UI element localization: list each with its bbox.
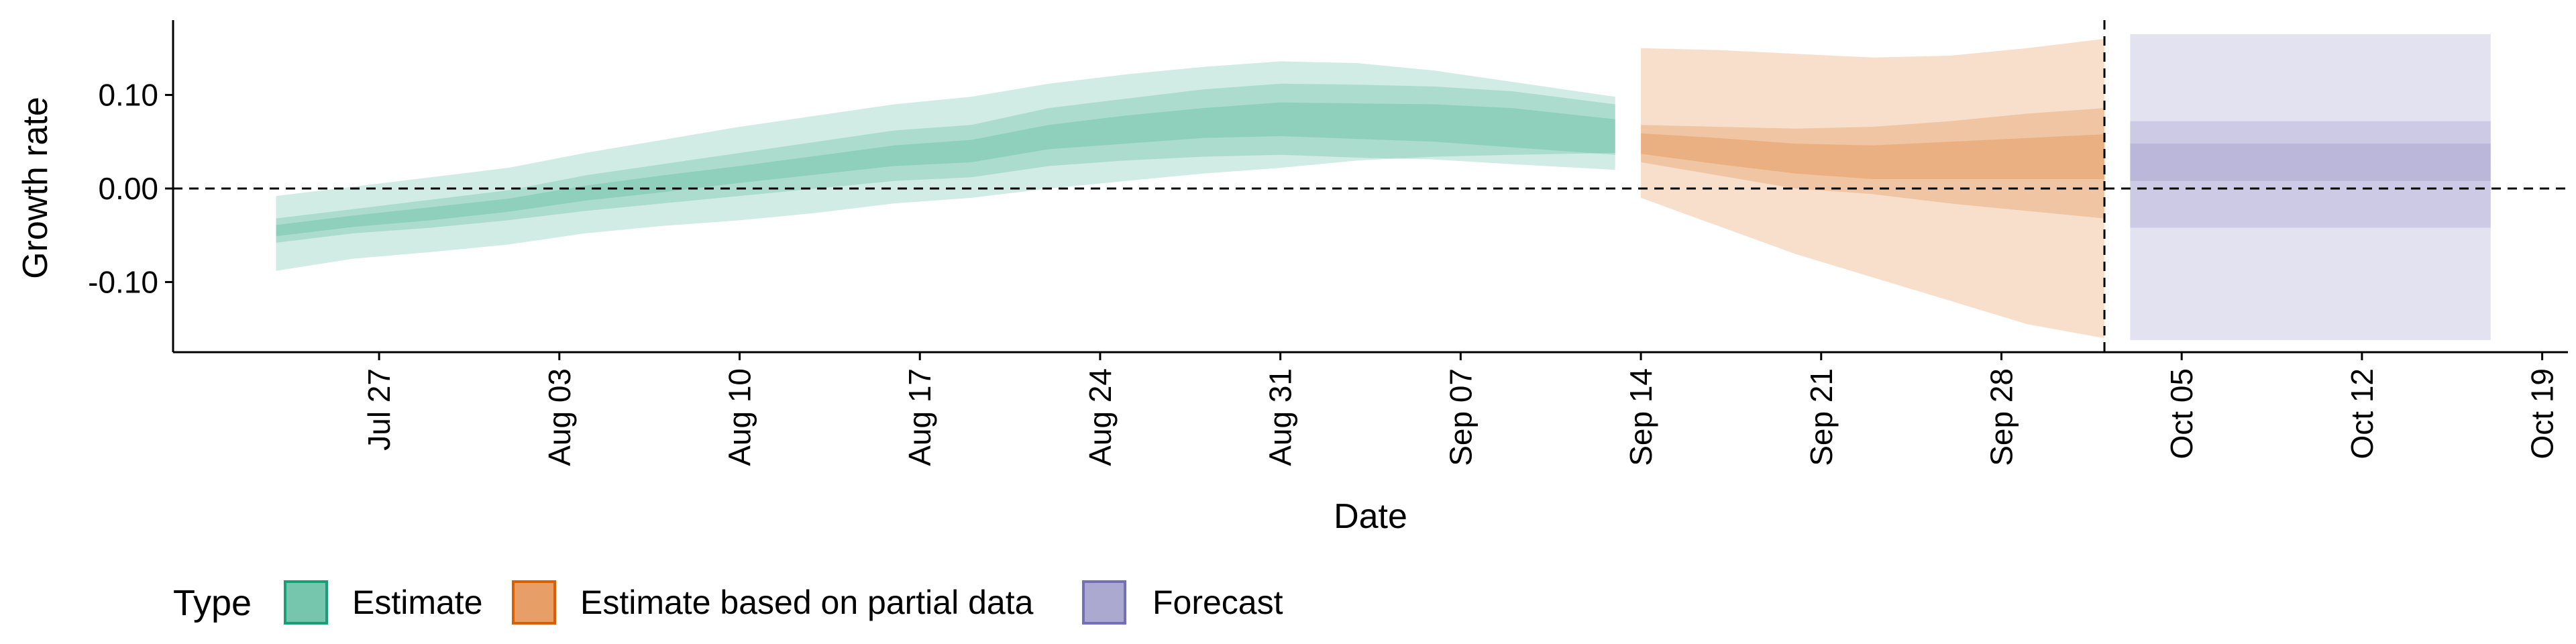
estimate-ci20-band <box>276 102 1615 237</box>
y-tick-label: 0.10 <box>98 78 158 113</box>
x-tick-label: Sep 07 <box>1443 368 1478 466</box>
y-tick-label: 0.00 <box>98 171 158 206</box>
estimate-ci90-band <box>276 61 1615 271</box>
forecast-ci20-band <box>2130 144 2491 181</box>
x-tick-label: Aug 10 <box>722 368 757 466</box>
y-tick-label: -0.10 <box>88 264 158 299</box>
estimate-based-on-partial-data-ci20-band <box>1641 133 2104 179</box>
x-tick-label: Sep 28 <box>1984 368 2019 466</box>
x-tick-label: Oct 05 <box>2164 368 2199 460</box>
estimate-based-on-partial-data-ci50-band <box>1641 108 2104 219</box>
x-tick-label: Jul 27 <box>362 368 396 451</box>
legend-label-forecast: Forecast <box>1152 584 1283 621</box>
legend-label-estimate-based-on-partial-data: Estimate based on partial data <box>580 584 1034 621</box>
estimate-ci50-band <box>276 83 1615 243</box>
x-tick-label: Sep 14 <box>1623 368 1658 466</box>
y-ticks: 0.10 0.00 -0.10 <box>88 78 173 299</box>
legend: Type Estimate Estimate based on partial d… <box>173 580 1283 625</box>
x-ticks: Jul 27 Aug 03 Aug 10 Aug 17 Aug 24 Aug 31 Sep … <box>362 352 2560 466</box>
x-tick-label: Aug 24 <box>1083 368 1118 466</box>
legend-swatch-estimate-based-on-partial-data <box>512 580 556 625</box>
x-axis-title: Date <box>1334 497 1407 536</box>
axes <box>172 20 2568 354</box>
y-axis-title: Growth rate <box>16 97 55 279</box>
x-tick-label: Sep 21 <box>1804 368 1839 466</box>
x-tick-label: Oct 12 <box>2345 368 2379 460</box>
forecast-ci90-band <box>2130 34 2491 340</box>
legend-label-estimate: Estimate <box>352 584 483 621</box>
x-tick-label: Aug 17 <box>902 368 937 466</box>
x-tick-label: Oct 19 <box>2525 368 2560 460</box>
forecast-ci50-band <box>2130 121 2491 228</box>
legend-swatch-forecast <box>1082 580 1126 625</box>
x-tick-label: Aug 03 <box>542 368 577 466</box>
x-tick-label: Aug 31 <box>1263 368 1298 466</box>
legend-swatch-estimate <box>284 580 328 625</box>
plot-bands <box>276 34 2491 340</box>
reference-lines <box>173 20 2568 352</box>
legend-title: Type <box>173 583 252 623</box>
